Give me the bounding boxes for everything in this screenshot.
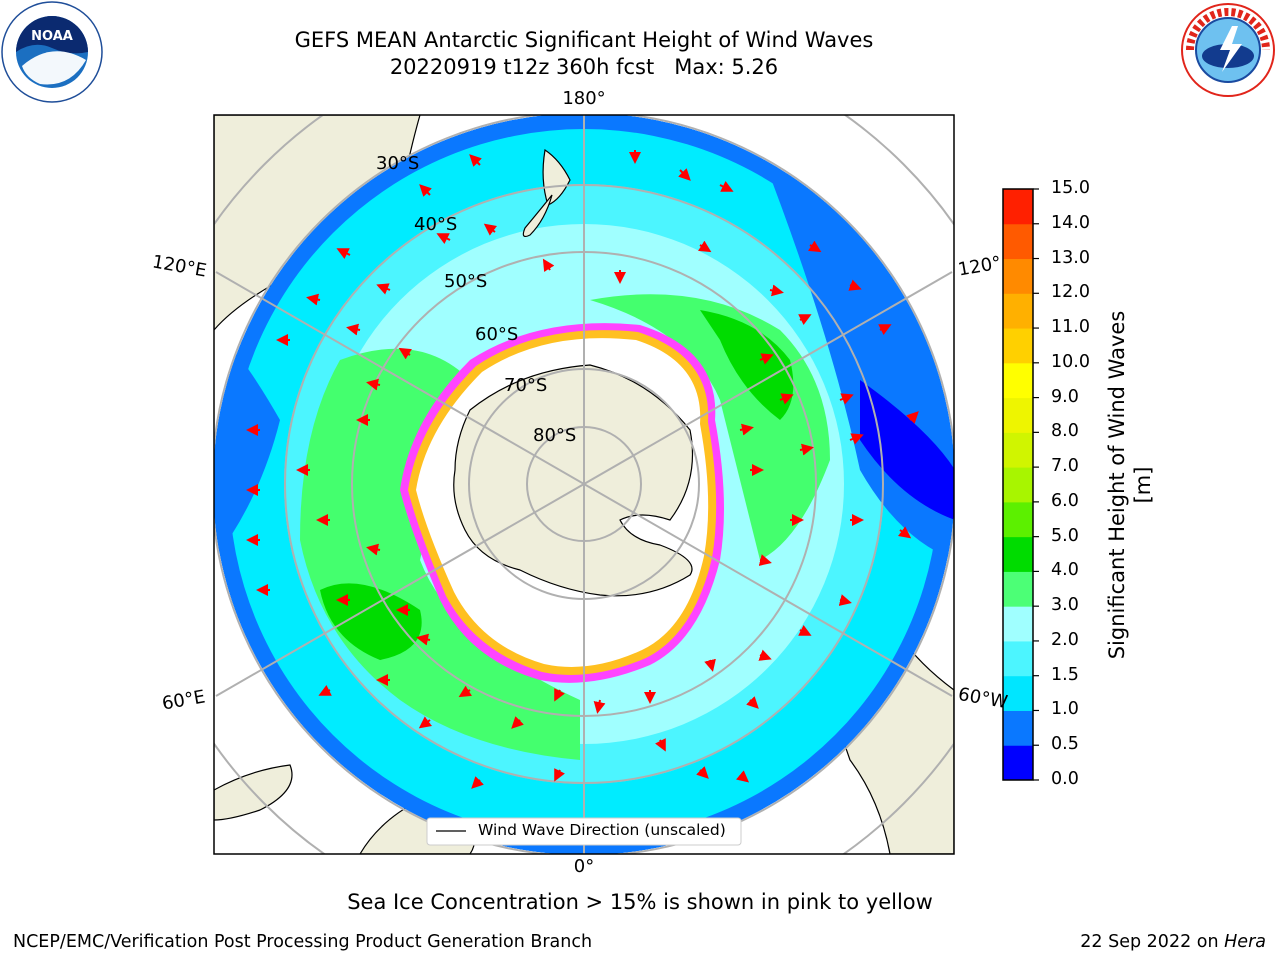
colorbar-tick-label: 0.0 xyxy=(1051,769,1079,789)
colorbar-segment xyxy=(1003,467,1033,503)
colorbar-label: Significant Height of Wind Waves [m] xyxy=(1105,310,1155,660)
colorbar-segment xyxy=(1003,328,1033,364)
new-zealand-north xyxy=(542,148,571,206)
noaa-logo-icon: NOAA xyxy=(1,1,103,103)
colorbar-tick-label: 7.0 xyxy=(1051,456,1079,477)
footer-date: 22 Sep 2022 on xyxy=(1080,932,1225,952)
lon-label-180: 180° xyxy=(562,88,606,109)
chart-subtitle: 20220919 t12z 360h fcst Max: 5.26 xyxy=(389,55,779,79)
colorbar-tick-label: 13.0 xyxy=(1051,247,1090,268)
svg-text:NOAA: NOAA xyxy=(31,29,73,44)
map-frame xyxy=(213,114,955,855)
colorbar-segment xyxy=(1003,745,1033,781)
map-legend xyxy=(426,817,742,846)
green-band-west xyxy=(300,348,580,760)
colorbar-tick-label: 1.0 xyxy=(1051,699,1079,720)
lat-label-60s: 60°S xyxy=(475,324,519,345)
colorbar-segment xyxy=(1003,640,1033,677)
colorbar-segment xyxy=(1003,189,1033,225)
colorbar-frame xyxy=(1002,188,1034,781)
lon-label-0: 0° xyxy=(573,856,595,877)
colorbar-tick-label: 4.0 xyxy=(1051,560,1079,581)
wind-wave-arrows xyxy=(246,150,919,789)
colorbar-tick-label: 10.0 xyxy=(1051,351,1090,372)
sea-ice-note: Sea Ice Concentration > 15% is shown in … xyxy=(347,890,933,914)
colorbar-segment xyxy=(1003,675,1033,711)
colorbar-segment xyxy=(1003,432,1033,468)
colorbar-segment xyxy=(1003,258,1033,294)
colorbar-segment xyxy=(1003,223,1033,260)
lat-label-40s: 40°S xyxy=(414,214,458,235)
colorbar-tick-label: 5.0 xyxy=(1051,525,1079,546)
lat-label-80s: 80°S xyxy=(533,425,577,446)
lat-label-70s: 70°S xyxy=(504,375,548,396)
colorbar-tick-label: 0.5 xyxy=(1051,734,1079,755)
colorbar-tick-label: 2.0 xyxy=(1051,629,1079,650)
colorbar-segment xyxy=(1003,362,1033,399)
new-zealand-south xyxy=(522,194,553,238)
colorbar-tick-label: 11.0 xyxy=(1051,317,1090,338)
colorbar-segment xyxy=(1003,293,1033,329)
colorbar xyxy=(1003,188,1039,781)
colorbar-segment xyxy=(1003,710,1033,746)
colorbar-tick-label: 15.0 xyxy=(1051,178,1090,198)
colorbar-tick-label: 8.0 xyxy=(1051,421,1079,442)
colorbar-tick-label: 12.0 xyxy=(1051,282,1090,303)
nws-logo-icon xyxy=(1180,2,1276,98)
colorbar-tick-label: 3.0 xyxy=(1051,595,1079,616)
lat-label-50s: 50°S xyxy=(444,271,488,292)
antarctica-land xyxy=(453,364,694,597)
colorbar-tick-label: 9.0 xyxy=(1051,386,1079,407)
colorbar-tick-label: 1.5 xyxy=(1051,664,1079,685)
lat-label-30s: 30°S xyxy=(376,153,420,174)
colorbar-segment xyxy=(1003,606,1033,642)
graticule xyxy=(214,115,954,854)
legend-label: Wind Wave Direction (unscaled) xyxy=(478,821,726,839)
colorbar-segment xyxy=(1003,571,1033,607)
colorbar-tick-label: 14.0 xyxy=(1051,212,1090,233)
colorbar-segment xyxy=(1003,501,1033,538)
colorbar-tick-label: 6.0 xyxy=(1051,490,1079,511)
footer-host: Hera xyxy=(1224,932,1266,952)
chart-title: GEFS MEAN Antarctic Significant Height o… xyxy=(294,28,874,52)
footer-left: NCEP/EMC/Verification Post Processing Pr… xyxy=(13,932,593,952)
colorbar-segment xyxy=(1003,397,1033,433)
colorbar-segment xyxy=(1003,536,1033,572)
footer-right: 22 Sep 2022 on Hera xyxy=(1080,932,1266,952)
